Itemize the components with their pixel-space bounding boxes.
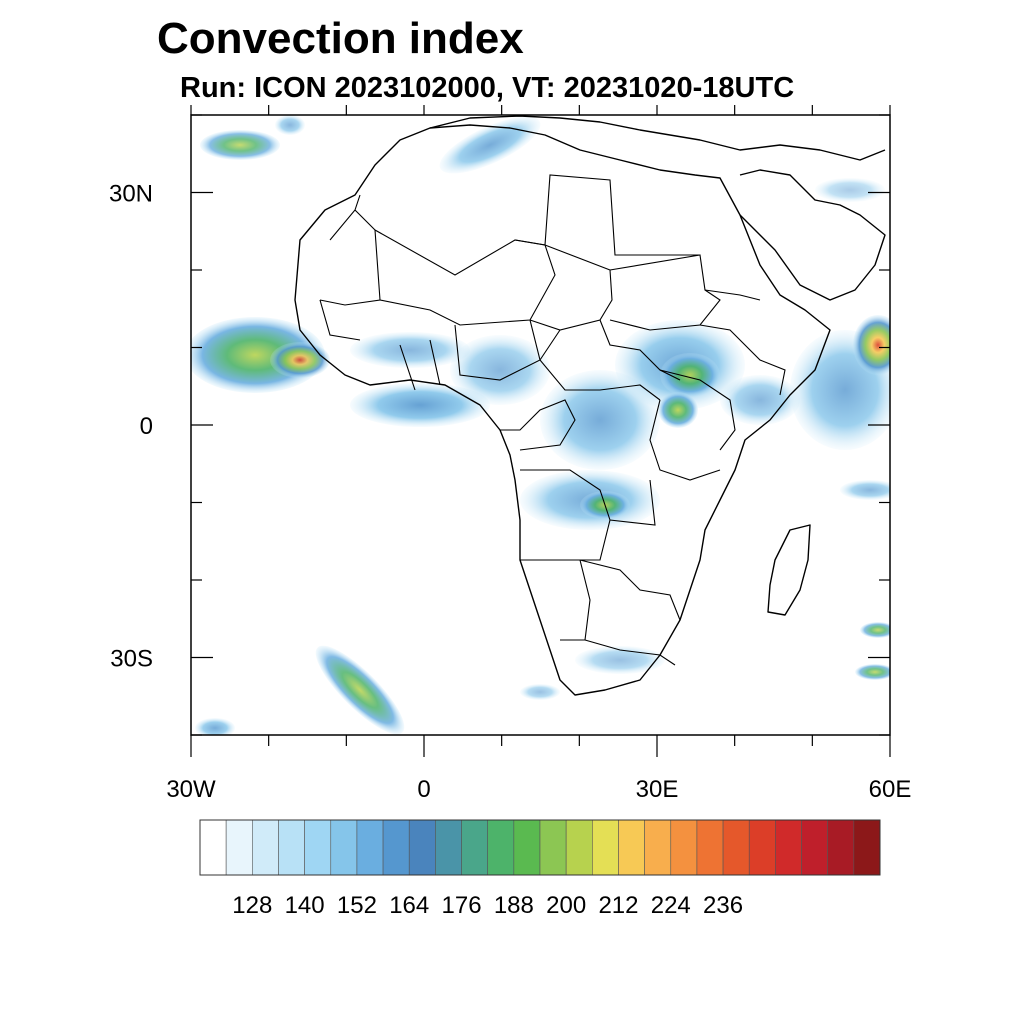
colorbar-swatch <box>461 819 488 876</box>
arabian-peninsula <box>739 169 886 301</box>
madagascar <box>767 524 811 616</box>
colorbar-label: 152 <box>337 892 377 919</box>
colorbar-swatch <box>722 819 750 876</box>
colorbar-swatch <box>539 819 567 876</box>
colorbar-swatch <box>408 819 436 876</box>
colorbar-swatch <box>435 819 462 876</box>
convection-field <box>191 115 890 735</box>
colorbar-swatch <box>252 819 279 876</box>
colorbar-swatch <box>225 819 253 876</box>
axis-labels: 30N 0 30S 30W 0 30E 60E <box>109 181 911 804</box>
country-borders <box>319 174 786 666</box>
coastlines <box>294 115 886 696</box>
colorbar-swatch <box>853 819 881 876</box>
colorbar-swatch <box>827 819 855 876</box>
colorbar-label: 140 <box>285 892 325 919</box>
lon-label: 0 <box>417 776 430 803</box>
colorbar-swatch <box>801 819 828 876</box>
colorbar-swatch <box>775 819 802 876</box>
colorbar-swatch <box>330 819 358 876</box>
lat-label: 30N <box>109 181 153 208</box>
africa-coastline <box>294 124 831 696</box>
axis-ticks <box>190 105 891 757</box>
colorbar-swatch <box>199 819 227 876</box>
colorbar-label: 188 <box>494 892 534 919</box>
colorbar-swatch <box>565 819 593 876</box>
colorbar-label: 236 <box>703 892 743 919</box>
lon-label: 60E <box>869 776 912 803</box>
colorbar-swatch <box>304 819 332 876</box>
colorbar-swatch <box>356 819 384 876</box>
colorbar-swatch <box>618 819 645 876</box>
lon-label: 30E <box>636 776 679 803</box>
map-subtitle: Run: ICON 2023102000, VT: 20231020-18UTC <box>180 72 795 104</box>
lat-label: 0 <box>140 413 153 440</box>
colorbar-label: 200 <box>546 892 586 919</box>
colorbar-swatch <box>644 819 672 876</box>
colorbar-swatch <box>670 819 698 876</box>
lon-label: 30W <box>166 776 216 803</box>
colorbar-swatch <box>278 819 305 876</box>
colorbar-label: 176 <box>442 892 482 919</box>
colorbar-labels: 128 140 152 164 176 188 200 212 224 236 <box>232 892 743 919</box>
colorbar-label: 128 <box>232 892 272 919</box>
colorbar-label: 224 <box>651 892 691 919</box>
colorbar-label: 212 <box>598 892 638 919</box>
colorbar-swatch <box>592 819 619 876</box>
colorbar-swatch <box>696 819 724 876</box>
map-title: Convection index <box>157 14 524 63</box>
colorbar <box>199 819 881 876</box>
colorbar-swatch <box>513 819 541 876</box>
colorbar-swatch <box>487 819 515 876</box>
colorbar-swatch <box>382 819 410 876</box>
lat-label: 30S <box>110 646 153 673</box>
colorbar-label: 164 <box>389 892 429 919</box>
europe-south <box>429 115 886 161</box>
colorbar-swatch <box>748 819 776 876</box>
colorbar-frame <box>199 819 881 876</box>
